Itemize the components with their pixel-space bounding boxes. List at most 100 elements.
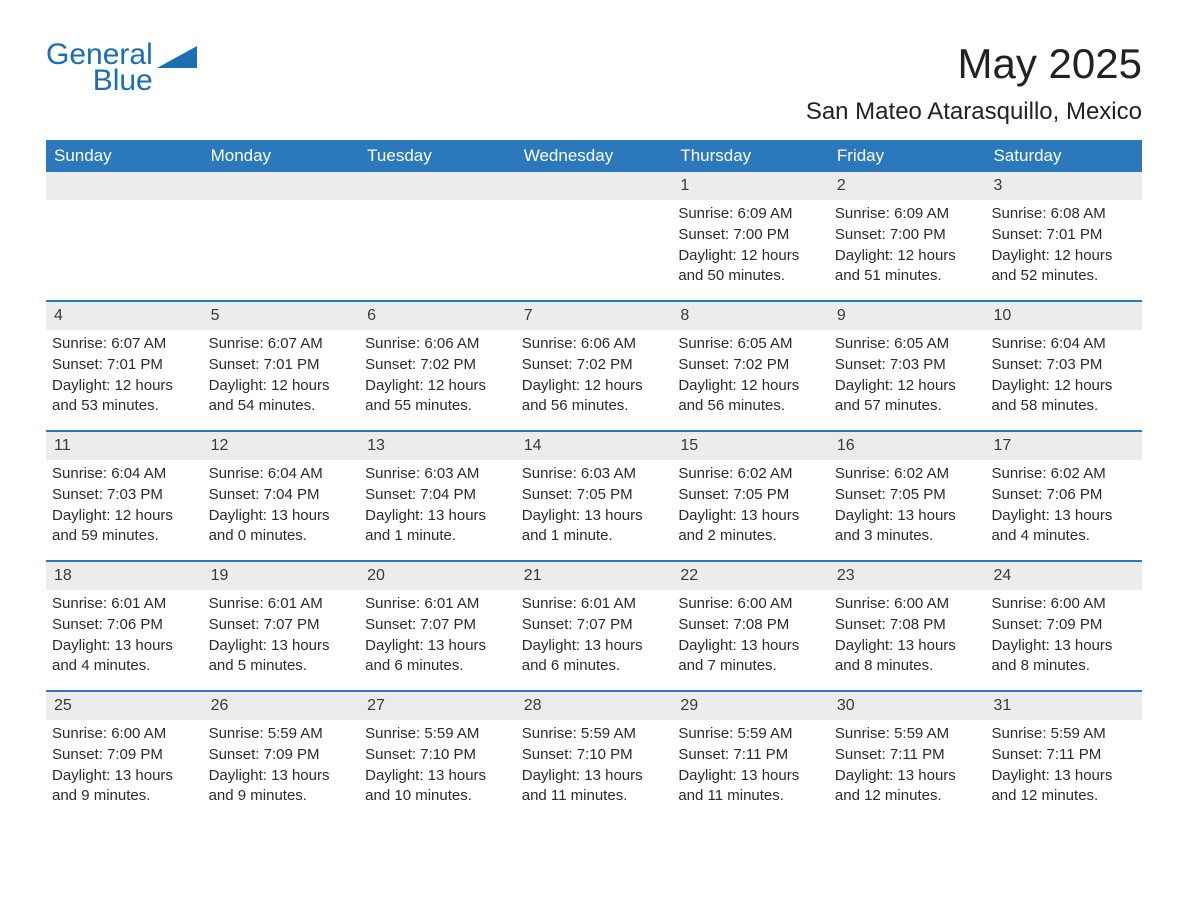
day-cell: 29Sunrise: 5:59 AMSunset: 7:11 PMDayligh… xyxy=(672,692,829,820)
day-body: Sunrise: 6:05 AMSunset: 7:03 PMDaylight:… xyxy=(835,334,980,417)
day-cell: 2Sunrise: 6:09 AMSunset: 7:00 PMDaylight… xyxy=(829,172,986,300)
weekday-monday: Monday xyxy=(203,140,360,172)
day-number: 26 xyxy=(203,692,360,720)
weeks-container: 1Sunrise: 6:09 AMSunset: 7:00 PMDaylight… xyxy=(46,172,1142,820)
sunset-text: Sunset: 7:01 PM xyxy=(209,355,354,375)
sunrise-text: Sunrise: 6:04 AM xyxy=(209,464,354,484)
daylight-text: Daylight: 12 hours and 56 minutes. xyxy=(522,376,667,417)
sunset-text: Sunset: 7:00 PM xyxy=(678,225,823,245)
sunset-text: Sunset: 7:01 PM xyxy=(52,355,197,375)
day-body: Sunrise: 6:00 AMSunset: 7:09 PMDaylight:… xyxy=(991,594,1136,677)
sunset-text: Sunset: 7:10 PM xyxy=(365,745,510,765)
day-number: 5 xyxy=(203,302,360,330)
day-body: Sunrise: 6:00 AMSunset: 7:08 PMDaylight:… xyxy=(835,594,980,677)
sunset-text: Sunset: 7:11 PM xyxy=(991,745,1136,765)
day-cell: 10 Sunrise: 6:04 AMSunset: 7:03 PMDayligh… xyxy=(985,302,1142,430)
sunset-text: Sunset: 7:10 PM xyxy=(522,745,667,765)
sunset-text: Sunset: 7:09 PM xyxy=(209,745,354,765)
day-body: Sunrise: 6:08 AMSunset: 7:01 PMDaylight:… xyxy=(991,204,1136,287)
day-cell: 26 Sunrise: 5:59 AMSunset: 7:09 PMDayligh… xyxy=(203,692,360,820)
day-number: 17 xyxy=(985,432,1142,460)
day-body: Sunrise: 6:09 AMSunset: 7:00 PMDaylight:… xyxy=(835,204,980,287)
day-cell: 11Sunrise: 6:04 AMSunset: 7:03 PMDayligh… xyxy=(46,432,203,560)
weekday-saturday: Saturday xyxy=(985,140,1142,172)
day-number xyxy=(203,172,360,200)
daylight-text: Daylight: 13 hours and 11 minutes. xyxy=(678,766,823,807)
day-number xyxy=(359,172,516,200)
sunset-text: Sunset: 7:05 PM xyxy=(835,485,980,505)
day-number: 12 xyxy=(203,432,360,460)
day-number: 20 xyxy=(359,562,516,590)
weekday-tuesday: Tuesday xyxy=(359,140,516,172)
day-number: 29 xyxy=(672,692,829,720)
sunrise-text: Sunrise: 6:00 AM xyxy=(835,594,980,614)
location-label: San Mateo Atarasquillo, Mexico xyxy=(806,98,1142,126)
sunrise-text: Sunrise: 5:59 AM xyxy=(991,724,1136,744)
week-row: 18Sunrise: 6:01 AMSunset: 7:06 PMDayligh… xyxy=(46,560,1142,690)
day-cell: 30Sunrise: 5:59 AMSunset: 7:11 PMDayligh… xyxy=(829,692,986,820)
day-cell: 19Sunrise: 6:01 AMSunset: 7:07 PMDayligh… xyxy=(203,562,360,690)
sunrise-text: Sunrise: 6:07 AM xyxy=(52,334,197,354)
day-number: 1 xyxy=(672,172,829,200)
day-cell xyxy=(359,172,516,300)
day-number: 10 xyxy=(985,302,1142,330)
day-number: 6 xyxy=(359,302,516,330)
sunrise-text: Sunrise: 6:05 AM xyxy=(678,334,823,354)
day-cell: 5 Sunrise: 6:07 AMSunset: 7:01 PMDaylight… xyxy=(203,302,360,430)
sunrise-text: Sunrise: 6:01 AM xyxy=(522,594,667,614)
day-body: Sunrise: 6:04 AMSunset: 7:04 PMDaylight:… xyxy=(209,464,354,547)
week-row: 1Sunrise: 6:09 AMSunset: 7:00 PMDaylight… xyxy=(46,172,1142,300)
sunset-text: Sunset: 7:06 PM xyxy=(52,615,197,635)
weekday-sunday: Sunday xyxy=(46,140,203,172)
sunset-text: Sunset: 7:02 PM xyxy=(678,355,823,375)
daylight-text: Daylight: 12 hours and 50 minutes. xyxy=(678,246,823,287)
sunset-text: Sunset: 7:11 PM xyxy=(835,745,980,765)
day-body: Sunrise: 6:04 AMSunset: 7:03 PMDaylight:… xyxy=(991,334,1136,417)
day-number xyxy=(46,172,203,200)
day-number: 11 xyxy=(46,432,203,460)
day-number: 18 xyxy=(46,562,203,590)
sunset-text: Sunset: 7:07 PM xyxy=(209,615,354,635)
day-cell: 4Sunrise: 6:07 AMSunset: 7:01 PMDaylight… xyxy=(46,302,203,430)
calendar: Sunday Monday Tuesday Wednesday Thursday… xyxy=(46,140,1142,820)
daylight-text: Daylight: 13 hours and 6 minutes. xyxy=(365,636,510,677)
daylight-text: Daylight: 13 hours and 0 minutes. xyxy=(209,506,354,547)
daylight-text: Daylight: 12 hours and 54 minutes. xyxy=(209,376,354,417)
day-cell: 16Sunrise: 6:02 AMSunset: 7:05 PMDayligh… xyxy=(829,432,986,560)
sunrise-text: Sunrise: 6:00 AM xyxy=(678,594,823,614)
title-block: May 2025 San Mateo Atarasquillo, Mexico xyxy=(806,40,1142,126)
daylight-text: Daylight: 13 hours and 11 minutes. xyxy=(522,766,667,807)
day-number: 21 xyxy=(516,562,673,590)
day-body: Sunrise: 5:59 AMSunset: 7:09 PMDaylight:… xyxy=(209,724,354,807)
day-cell: 25Sunrise: 6:00 AMSunset: 7:09 PMDayligh… xyxy=(46,692,203,820)
day-cell: 6Sunrise: 6:06 AMSunset: 7:02 PMDaylight… xyxy=(359,302,516,430)
daylight-text: Daylight: 12 hours and 51 minutes. xyxy=(835,246,980,287)
day-cell: 15Sunrise: 6:02 AMSunset: 7:05 PMDayligh… xyxy=(672,432,829,560)
day-body: Sunrise: 6:05 AMSunset: 7:02 PMDaylight:… xyxy=(678,334,823,417)
day-body: Sunrise: 6:07 AMSunset: 7:01 PMDaylight:… xyxy=(209,334,354,417)
sunrise-text: Sunrise: 6:02 AM xyxy=(835,464,980,484)
sunrise-text: Sunrise: 6:06 AM xyxy=(522,334,667,354)
day-number: 15 xyxy=(672,432,829,460)
day-cell: 9Sunrise: 6:05 AMSunset: 7:03 PMDaylight… xyxy=(829,302,986,430)
daylight-text: Daylight: 13 hours and 12 minutes. xyxy=(835,766,980,807)
daylight-text: Daylight: 13 hours and 12 minutes. xyxy=(991,766,1136,807)
day-body: Sunrise: 6:02 AMSunset: 7:05 PMDaylight:… xyxy=(835,464,980,547)
day-number: 30 xyxy=(829,692,986,720)
weekday-friday: Friday xyxy=(829,140,986,172)
day-cell xyxy=(46,172,203,300)
day-body: Sunrise: 6:03 AMSunset: 7:05 PMDaylight:… xyxy=(522,464,667,547)
day-number: 13 xyxy=(359,432,516,460)
sunset-text: Sunset: 7:03 PM xyxy=(52,485,197,505)
logo-triangle-icon xyxy=(157,46,197,68)
day-cell xyxy=(203,172,360,300)
sunrise-text: Sunrise: 6:01 AM xyxy=(365,594,510,614)
day-body: Sunrise: 5:59 AMSunset: 7:10 PMDaylight:… xyxy=(522,724,667,807)
day-number: 8 xyxy=(672,302,829,330)
sunrise-text: Sunrise: 6:01 AM xyxy=(52,594,197,614)
day-number: 23 xyxy=(829,562,986,590)
day-number: 25 xyxy=(46,692,203,720)
day-number: 22 xyxy=(672,562,829,590)
day-cell: 23 Sunrise: 6:00 AMSunset: 7:08 PMDayligh… xyxy=(829,562,986,690)
daylight-text: Daylight: 13 hours and 1 minute. xyxy=(522,506,667,547)
